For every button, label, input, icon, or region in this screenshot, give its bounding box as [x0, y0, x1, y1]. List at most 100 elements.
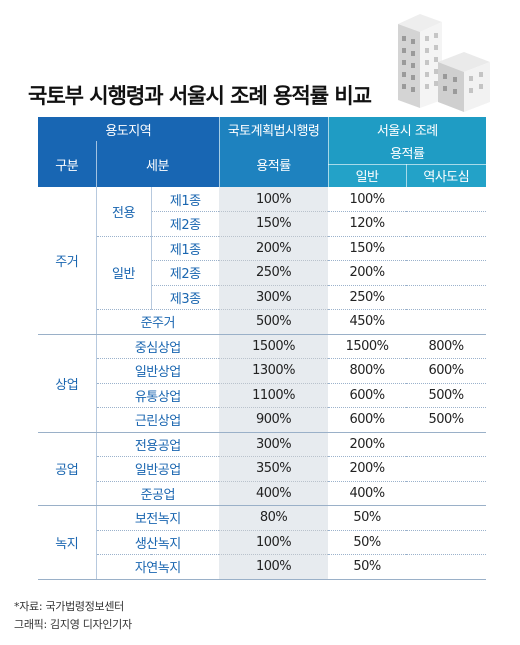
header-historic: 역사도심 — [406, 164, 487, 187]
row-seoul: 50% — [328, 505, 407, 531]
row-law: 1500% — [219, 334, 329, 359]
table-row: 일반상업 1300% 800% 600% — [38, 358, 487, 384]
group-industrial: 공업 — [38, 432, 96, 506]
table-row: 주거 전용 제1종 100% 100% — [38, 187, 487, 335]
row-law: 1100% — [219, 383, 329, 408]
row-historic: 600% — [406, 358, 487, 384]
row-seoul: 150% — [328, 236, 407, 261]
row-name: 일반상업 — [95, 358, 220, 384]
subgroup-general: 일반 — [95, 236, 151, 310]
row-law: 500% — [219, 309, 329, 335]
row-name: 준주거 — [95, 309, 220, 335]
row-law: 400% — [219, 481, 329, 506]
row-name: 제3종 — [150, 285, 220, 310]
row-historic: 800% — [406, 334, 487, 359]
source-note: *자료: 국가법령정보센터 — [14, 600, 125, 613]
row-seoul: 1500% — [328, 334, 407, 359]
table-row: 준주거 500% 450% — [38, 309, 487, 335]
table-row: 녹지 보전녹지 80% 50% — [38, 505, 487, 580]
header-division: 구분 — [38, 141, 97, 187]
table-row: 제2종 150% 120% — [38, 211, 487, 237]
row-historic — [406, 530, 487, 555]
page-title: 국토부 시행령과 서울시 조례 용적률 비교 — [28, 84, 372, 108]
row-law: 150% — [219, 211, 329, 237]
tall-building-icon — [398, 14, 442, 108]
row-name: 준공업 — [95, 481, 220, 506]
header-row-mid: 구분 세분 용적률 용적률 — [38, 141, 487, 187]
row-historic — [406, 211, 487, 237]
header-seoul: 서울시 조례 — [328, 117, 487, 141]
header-law-far: 용적률 — [219, 141, 329, 187]
row-historic — [406, 187, 487, 212]
row-law: 1300% — [219, 358, 329, 384]
row-name: 중심상업 — [95, 334, 220, 359]
row-seoul: 600% — [328, 407, 407, 433]
row-name: 근린상업 — [95, 407, 220, 433]
header-row-top: 용도지역 국토계획법시행령 서울시 조례 — [38, 117, 487, 141]
table-row: 공업 전용공업 300% 200% — [38, 432, 487, 506]
row-seoul: 200% — [328, 432, 407, 457]
group-green: 녹지 — [38, 505, 96, 580]
table-row: 자연녹지 100% 50% — [38, 554, 487, 580]
header-row-bottom: 일반 역사도심 — [38, 164, 487, 187]
row-seoul: 250% — [328, 285, 407, 310]
graphic-credit: 그래픽: 김지영 디자인기자 — [14, 618, 132, 631]
table-row: 일반 제1종 200% 150% — [38, 236, 487, 310]
buildings-illustration — [398, 14, 490, 112]
row-law: 100% — [219, 530, 329, 555]
row-historic — [406, 236, 487, 261]
row-seoul: 450% — [328, 309, 407, 335]
table-row: 유통상업 1100% 600% 500% — [38, 383, 487, 408]
row-law: 350% — [219, 456, 329, 482]
row-name: 전용공업 — [95, 432, 220, 457]
row-seoul: 120% — [328, 211, 407, 237]
row-name: 유통상업 — [95, 383, 220, 408]
far-comparison-table: 용도지역 국토계획법시행령 서울시 조례 구분 세분 용적률 용적률 일반 역사… — [38, 117, 487, 580]
row-law: 300% — [219, 285, 329, 310]
table-row: 근린상업 900% 600% 500% — [38, 407, 487, 433]
table-row: 제2종 250% 200% — [38, 260, 487, 286]
row-historic — [406, 309, 487, 335]
table-row: 일반공업 350% 200% — [38, 456, 487, 482]
header-seoul-far: 용적률 — [328, 141, 487, 165]
row-historic — [406, 260, 487, 286]
row-historic — [406, 285, 487, 310]
row-historic: 500% — [406, 383, 487, 408]
short-building-icon — [438, 52, 490, 112]
header-subdivision: 세분 — [96, 141, 220, 187]
table-row: 상업 중심상업 1500% 1500% 800% — [38, 334, 487, 433]
row-seoul: 800% — [328, 358, 407, 384]
row-historic: 500% — [406, 407, 487, 433]
group-residential: 주거 — [38, 187, 96, 335]
row-seoul: 400% — [328, 481, 407, 506]
header-general: 일반 — [328, 164, 407, 187]
row-name: 제2종 — [150, 260, 220, 286]
row-seoul: 100% — [328, 187, 407, 212]
row-law: 300% — [219, 432, 329, 457]
row-historic — [406, 432, 487, 457]
row-law: 900% — [219, 407, 329, 433]
group-commercial: 상업 — [38, 334, 96, 433]
header-law: 국토계획법시행령 — [219, 117, 329, 141]
row-law: 200% — [219, 236, 329, 261]
row-historic — [406, 505, 487, 531]
row-seoul: 200% — [328, 260, 407, 286]
row-law: 80% — [219, 505, 329, 531]
table-row: 생산녹지 100% 50% — [38, 530, 487, 555]
subgroup-exclusive: 전용 — [95, 187, 151, 237]
header-use-area: 용도지역 — [38, 117, 220, 141]
row-seoul: 50% — [328, 530, 407, 555]
row-historic — [406, 481, 487, 506]
table-row: 제3종 300% 250% — [38, 285, 487, 310]
table-row: 준공업 400% 400% — [38, 481, 487, 506]
row-name: 일반공업 — [95, 456, 220, 482]
row-name: 제1종 — [150, 187, 220, 212]
row-historic — [406, 554, 487, 580]
row-name: 제2종 — [150, 211, 220, 237]
row-name: 제1종 — [150, 236, 220, 261]
row-seoul: 50% — [328, 554, 407, 580]
row-name: 보전녹지 — [95, 505, 220, 531]
row-seoul: 200% — [328, 456, 407, 482]
row-law: 100% — [219, 187, 329, 212]
row-law: 250% — [219, 260, 329, 286]
